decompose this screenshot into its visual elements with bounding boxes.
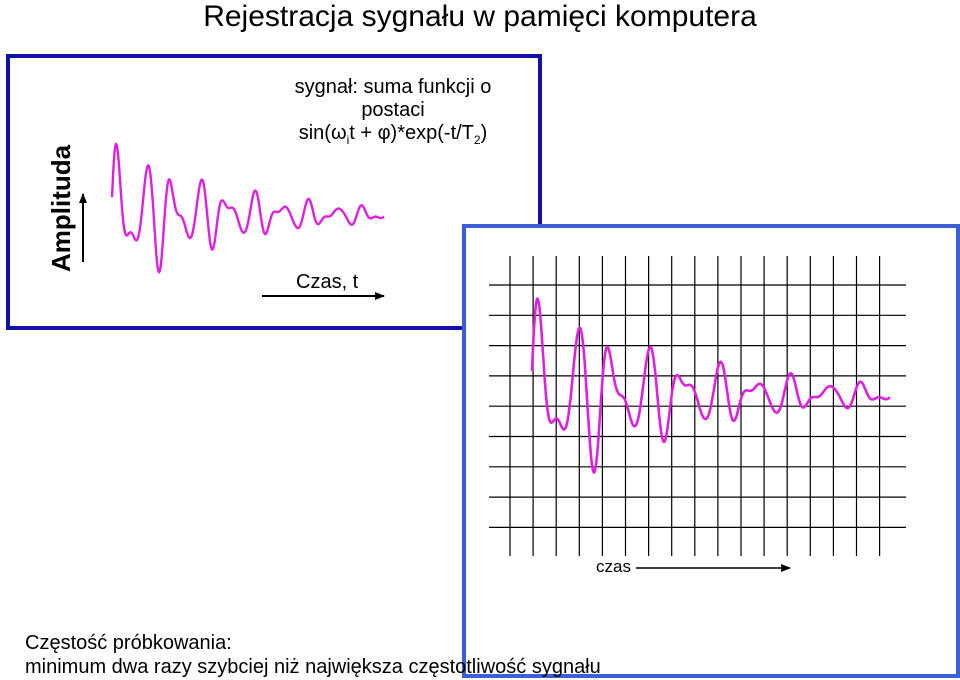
formula-sub-i: i	[346, 133, 350, 147]
formula-part-c: )	[480, 122, 488, 144]
formula-part-b: t + φ)*exp(-t/T	[349, 122, 474, 144]
formula-line-2: postaci	[361, 99, 425, 121]
sampled-time-axis-label: czas	[596, 557, 631, 576]
formula-line-3: sin(ωit + φ)*exp(-t/T2)	[260, 122, 526, 152]
sampled-signal-curve	[530, 297, 891, 475]
sampling-grid	[489, 256, 906, 556]
footer-heading: Częstość próbkowania:	[25, 632, 232, 654]
formula-part-a: sin(ω	[298, 122, 347, 144]
continuous-signal-panel	[6, 54, 542, 330]
sampled-signal-panel	[462, 224, 960, 678]
formula-line-1: sygnał: suma funkcji o	[294, 76, 492, 98]
time-axis-label: Czas, t	[296, 271, 359, 293]
formula-sub-2: 2	[473, 133, 481, 147]
page-title: Rejestracja sygnału w pamięci komputera	[203, 0, 757, 33]
continuous-signal-curve	[110, 142, 385, 274]
footer-text: minimum dwa razy szybciej niż największa…	[25, 656, 601, 678]
signal-formula: sygnał: suma funkcji o postaci sin(ωit +…	[260, 76, 526, 152]
